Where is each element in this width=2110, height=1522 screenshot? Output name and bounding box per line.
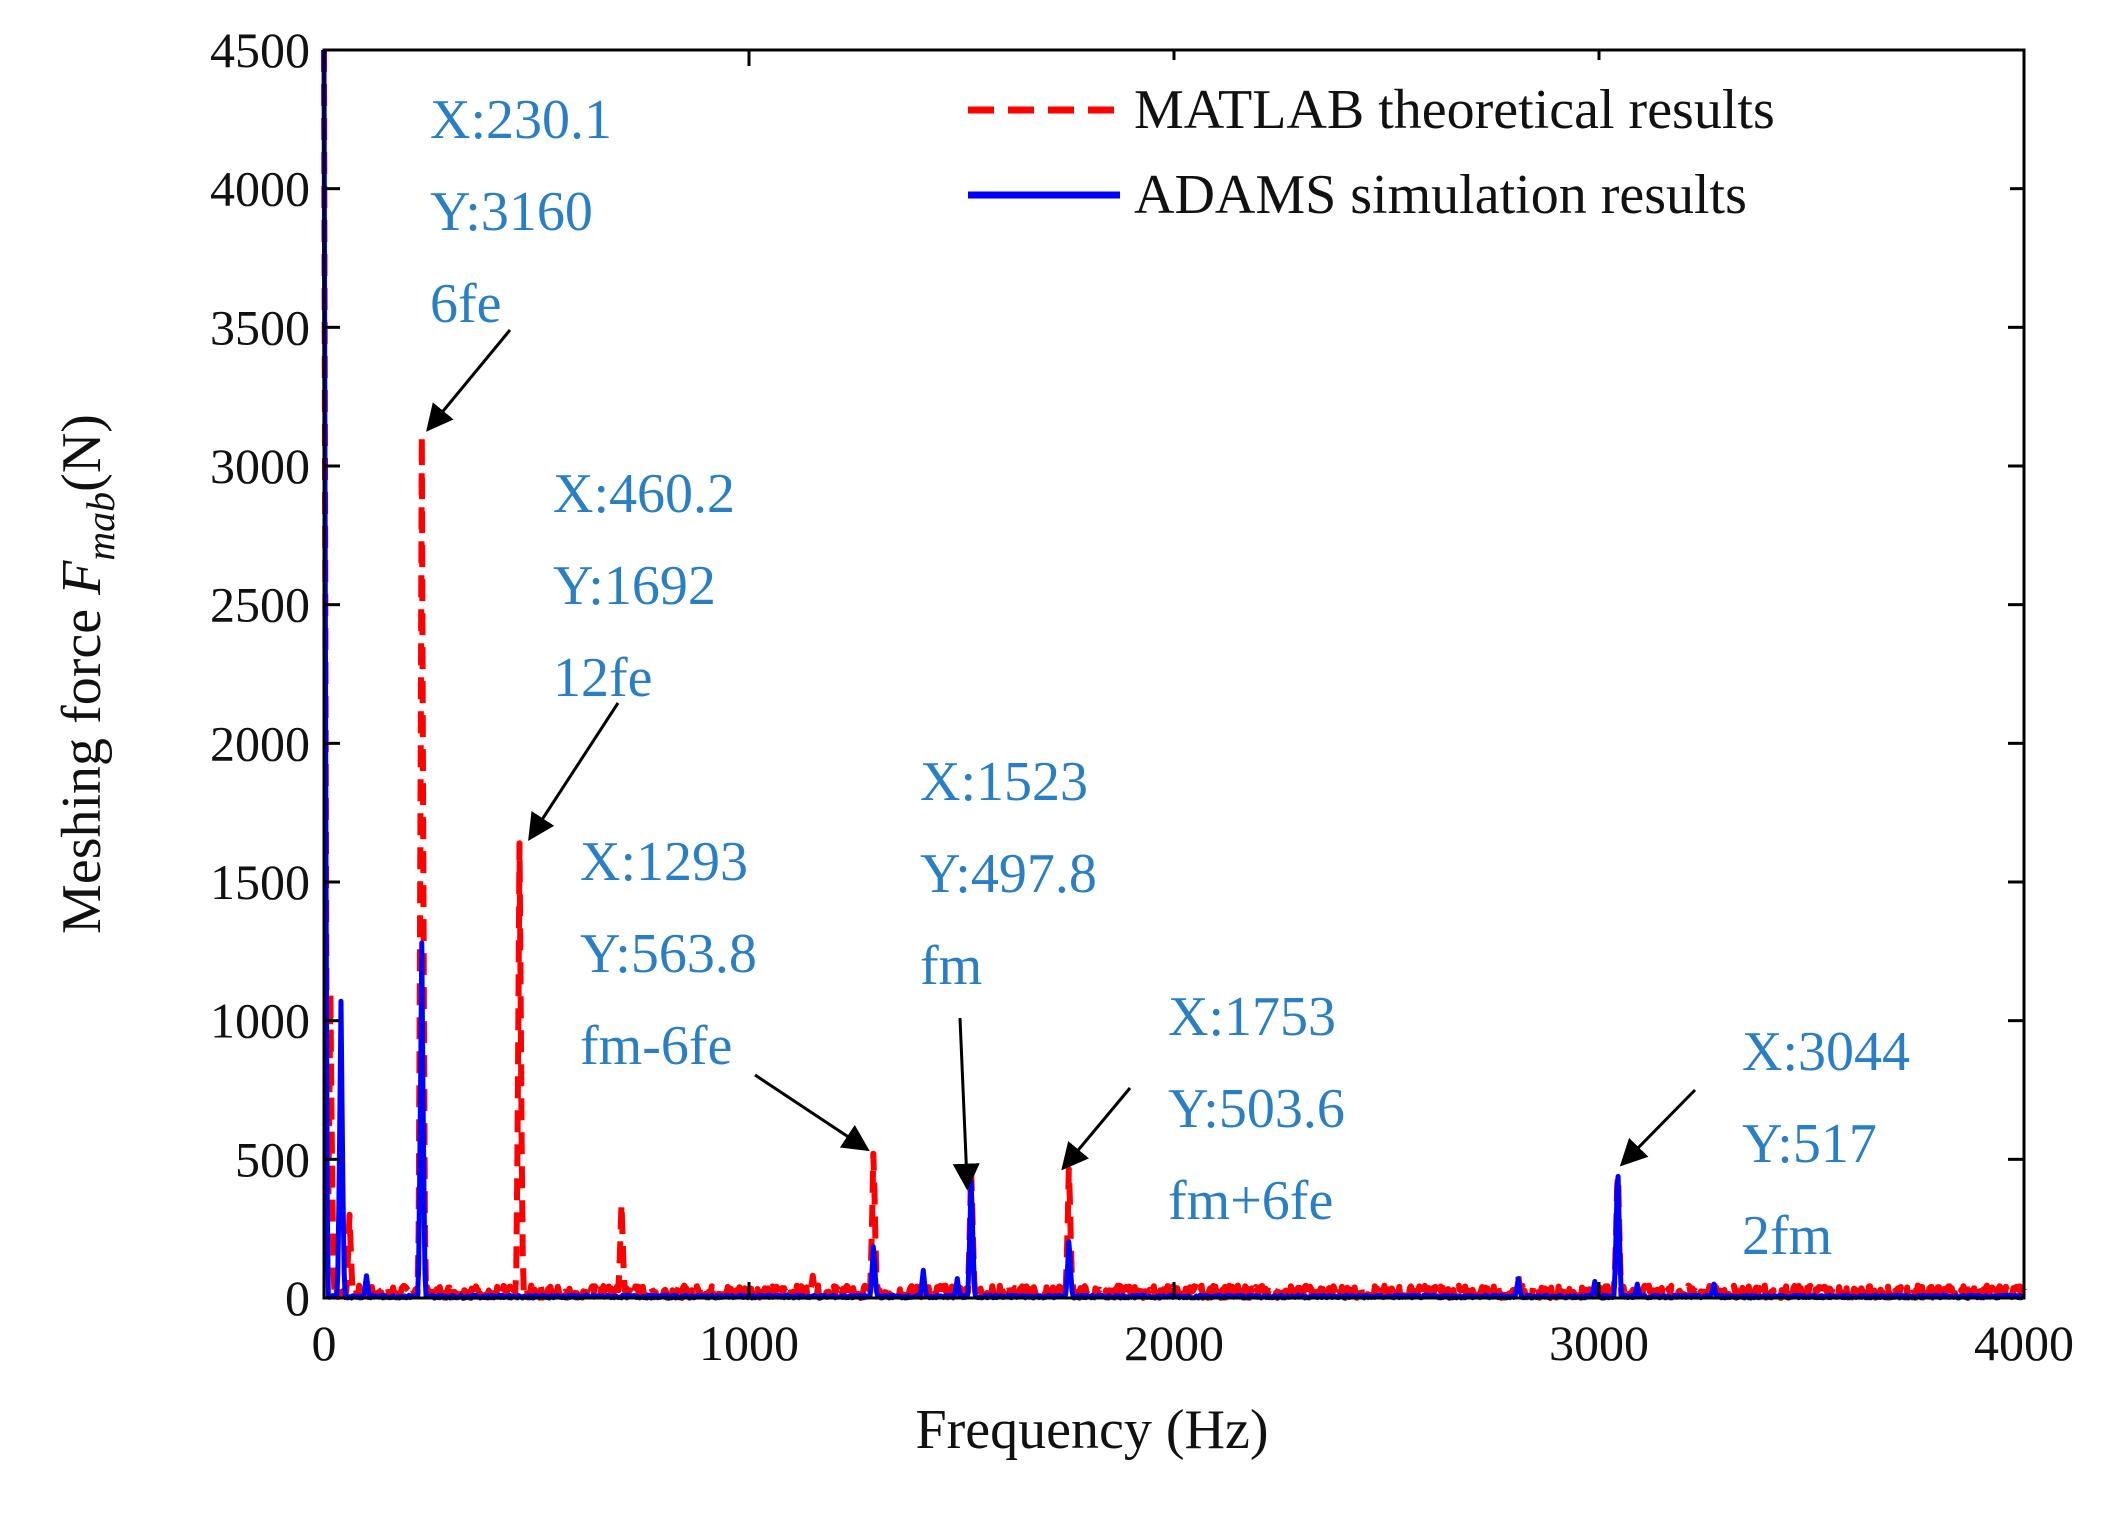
annotation-6: X:3044 Y:517 2fm — [1619, 1021, 1910, 1267]
annotation-text-line: X:3044 — [1742, 1021, 1910, 1083]
annotation-text-line: Y:1692 — [553, 555, 716, 617]
y-tick-label: 2000 — [210, 715, 310, 771]
y-tick-label: 3000 — [210, 438, 310, 494]
annotation-layer: X:230.1 Y:3160 6fe X:460.2 Y:1692 12fe X:1293 Y… — [426, 89, 1910, 1267]
x-tick-labels: 0 1000 2000 3000 4000 — [312, 1315, 2075, 1371]
y-axis-title-sub: mab — [78, 492, 123, 561]
annotation-2: X:460.2 Y:1692 12fe — [528, 463, 735, 842]
plot-area — [324, 50, 2024, 1298]
legend-label-adams: ADAMS simulation results — [1134, 164, 1747, 226]
legend: MATLAB theoretical results ADAMS simulat… — [950, 60, 2010, 240]
y-tick-label: 1000 — [210, 993, 310, 1049]
y-tick-label: 2500 — [210, 577, 310, 633]
annotation-text-line: fm+6fe — [1168, 1170, 1333, 1232]
annotation-4: X:1523 Y:497.8 fm — [920, 751, 1097, 1191]
annotation-text-line: Y:3160 — [430, 181, 593, 243]
y-tick-label: 3500 — [210, 299, 310, 355]
legend-label-matlab: MATLAB theoretical results — [1134, 79, 1775, 141]
annotation-text-line: fm — [920, 935, 982, 997]
annotation-arrow — [754, 1073, 870, 1152]
y-tick-label: 4500 — [210, 22, 310, 78]
x-tick-label: 1000 — [699, 1315, 799, 1371]
annotation-1: X:230.1 Y:3160 6fe — [426, 89, 612, 432]
x-tick-label: 4000 — [1974, 1315, 2074, 1371]
annotation-arrow — [528, 702, 620, 842]
y-tick-label: 500 — [235, 1131, 310, 1187]
x-tick-label: 0 — [312, 1315, 337, 1371]
y-tick-labels: 0 500 1000 1500 2000 2500 3000 3500 4000 4500 — [210, 22, 310, 1326]
annotation-text-line: Y:497.8 — [920, 843, 1097, 905]
annotation-text-line: fm-6fe — [580, 1015, 732, 1077]
annotation-5: X:1753 Y:503.6 fm+6fe — [1061, 986, 1345, 1232]
x-tick-label: 2000 — [1124, 1315, 1224, 1371]
annotation-text-line: X:1753 — [1168, 986, 1336, 1048]
annotation-3: X:1293 Y:563.8 fm-6fe — [580, 831, 870, 1152]
x-tick-label: 3000 — [1549, 1315, 1649, 1371]
annotation-text-line: 2fm — [1742, 1205, 1832, 1267]
annotation-text-line: Y:503.6 — [1168, 1078, 1345, 1140]
y-tick-label: 4000 — [210, 161, 310, 217]
annotation-text-line: X:1523 — [920, 751, 1088, 813]
y-axis-title: Meshing force Fmab(N) — [51, 414, 123, 934]
annotation-text-line: Y:563.8 — [580, 923, 757, 985]
x-axis-title: Frequency (Hz) — [916, 1399, 1269, 1461]
annotation-arrow — [1619, 1088, 1697, 1167]
legend-box — [950, 60, 2010, 240]
annotation-text-line: X:460.2 — [553, 463, 735, 525]
y-axis-title-var: F — [51, 560, 113, 596]
annotation-text-line: 6fe — [430, 273, 502, 335]
annotation-arrow — [1061, 1087, 1132, 1171]
annotation-text-line: X:1293 — [580, 831, 748, 893]
y-axis-title-unit: (N) — [51, 414, 113, 492]
annotation-text-line: 12fe — [553, 647, 653, 709]
y-axis-title-main: Meshing force — [51, 595, 113, 934]
y-tick-label: 1500 — [210, 854, 310, 910]
annotation-text-line: X:230.1 — [430, 89, 612, 151]
y-tick-label: 0 — [285, 1270, 310, 1326]
annotation-text-line: Y:517 — [1742, 1113, 1877, 1175]
annotation-arrow — [952, 1017, 980, 1191]
annotation-arrow — [426, 329, 512, 432]
